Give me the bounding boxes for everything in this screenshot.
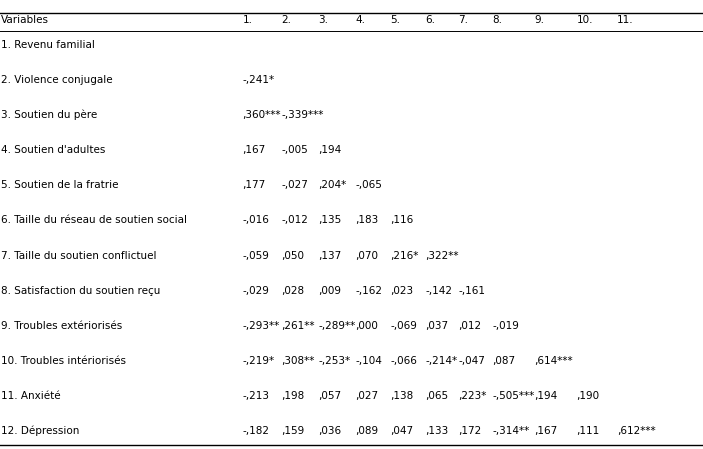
Text: ,047: ,047 (390, 426, 413, 436)
Text: 6. Taille du réseau de soutien social: 6. Taille du réseau de soutien social (1, 216, 188, 225)
Text: 5.: 5. (390, 15, 400, 25)
Text: ,137: ,137 (318, 251, 342, 260)
Text: 10.: 10. (576, 15, 593, 25)
Text: 7. Taille du soutien conflictuel: 7. Taille du soutien conflictuel (1, 251, 157, 260)
Text: ,308**: ,308** (281, 356, 314, 366)
Text: -,005: -,005 (281, 145, 308, 155)
Text: 11. Anxiété: 11. Anxiété (1, 391, 61, 401)
Text: ,198: ,198 (281, 391, 304, 401)
Text: 9.: 9. (534, 15, 544, 25)
Text: ,023: ,023 (390, 286, 413, 295)
Text: 4. Soutien d'adultes: 4. Soutien d'adultes (1, 145, 105, 155)
Text: 11.: 11. (617, 15, 634, 25)
Text: -,029: -,029 (243, 286, 269, 295)
Text: ,322**: ,322** (425, 251, 459, 260)
Text: ,028: ,028 (281, 286, 304, 295)
Text: ,614***: ,614*** (534, 356, 573, 366)
Text: -,047: -,047 (458, 356, 485, 366)
Text: ,360***: ,360*** (243, 110, 281, 120)
Text: -,161: -,161 (458, 286, 485, 295)
Text: ,012: ,012 (458, 321, 482, 331)
Text: -,104: -,104 (355, 356, 382, 366)
Text: ,204*: ,204* (318, 180, 347, 190)
Text: ,027: ,027 (355, 391, 378, 401)
Text: 2. Violence conjugale: 2. Violence conjugale (1, 75, 113, 85)
Text: ,057: ,057 (318, 391, 342, 401)
Text: 3. Soutien du père: 3. Soutien du père (1, 110, 98, 120)
Text: ,183: ,183 (355, 216, 378, 225)
Text: -,314**: -,314** (492, 426, 529, 436)
Text: -,142: -,142 (425, 286, 452, 295)
Text: 1.: 1. (243, 15, 252, 25)
Text: ,190: ,190 (576, 391, 600, 401)
Text: -,012: -,012 (281, 216, 308, 225)
Text: ,177: ,177 (243, 180, 266, 190)
Text: -,253*: -,253* (318, 356, 351, 366)
Text: ,050: ,050 (281, 251, 304, 260)
Text: 10. Troubles intériorisés: 10. Troubles intériorisés (1, 356, 127, 366)
Text: 9. Troubles extériorisés: 9. Troubles extériorisés (1, 321, 122, 331)
Text: -,019: -,019 (492, 321, 519, 331)
Text: -,162: -,162 (355, 286, 382, 295)
Text: -,293**: -,293** (243, 321, 280, 331)
Text: -,182: -,182 (243, 426, 269, 436)
Text: -,214*: -,214* (425, 356, 458, 366)
Text: -,066: -,066 (390, 356, 417, 366)
Text: ,159: ,159 (281, 426, 304, 436)
Text: 7.: 7. (458, 15, 468, 25)
Text: -,241*: -,241* (243, 75, 275, 85)
Text: 1. Revenu familial: 1. Revenu familial (1, 40, 96, 50)
Text: ,167: ,167 (243, 145, 266, 155)
Text: -,219*: -,219* (243, 356, 275, 366)
Text: -,505***: -,505*** (492, 391, 534, 401)
Text: ,194: ,194 (318, 145, 342, 155)
Text: ,194: ,194 (534, 391, 557, 401)
Text: ,009: ,009 (318, 286, 342, 295)
Text: ,133: ,133 (425, 426, 449, 436)
Text: ,116: ,116 (390, 216, 413, 225)
Text: ,065: ,065 (425, 391, 449, 401)
Text: ,216*: ,216* (390, 251, 418, 260)
Text: ,167: ,167 (534, 426, 557, 436)
Text: ,223*: ,223* (458, 391, 486, 401)
Text: 8.: 8. (492, 15, 502, 25)
Text: 3.: 3. (318, 15, 328, 25)
Text: ,000: ,000 (355, 321, 378, 331)
Text: ,612***: ,612*** (617, 426, 656, 436)
Text: 5. Soutien de la fratrie: 5. Soutien de la fratrie (1, 180, 119, 190)
Text: ,172: ,172 (458, 426, 482, 436)
Text: -,339***: -,339*** (281, 110, 323, 120)
Text: ,089: ,089 (355, 426, 378, 436)
Text: ,135: ,135 (318, 216, 342, 225)
Text: -,069: -,069 (390, 321, 417, 331)
Text: -,016: -,016 (243, 216, 269, 225)
Text: ,087: ,087 (492, 356, 515, 366)
Text: ,111: ,111 (576, 426, 600, 436)
Text: ,037: ,037 (425, 321, 449, 331)
Text: ,261**: ,261** (281, 321, 315, 331)
Text: 4.: 4. (355, 15, 365, 25)
Text: ,138: ,138 (390, 391, 413, 401)
Text: ,036: ,036 (318, 426, 342, 436)
Text: -,059: -,059 (243, 251, 269, 260)
Text: -,213: -,213 (243, 391, 269, 401)
Text: ,070: ,070 (355, 251, 378, 260)
Text: Variables: Variables (1, 15, 49, 25)
Text: 2.: 2. (281, 15, 291, 25)
Text: -,065: -,065 (355, 180, 382, 190)
Text: -,289**: -,289** (318, 321, 356, 331)
Text: -,027: -,027 (281, 180, 308, 190)
Text: 12. Dépression: 12. Dépression (1, 426, 79, 436)
Text: 8. Satisfaction du soutien reçu: 8. Satisfaction du soutien reçu (1, 286, 161, 295)
Text: 6.: 6. (425, 15, 435, 25)
